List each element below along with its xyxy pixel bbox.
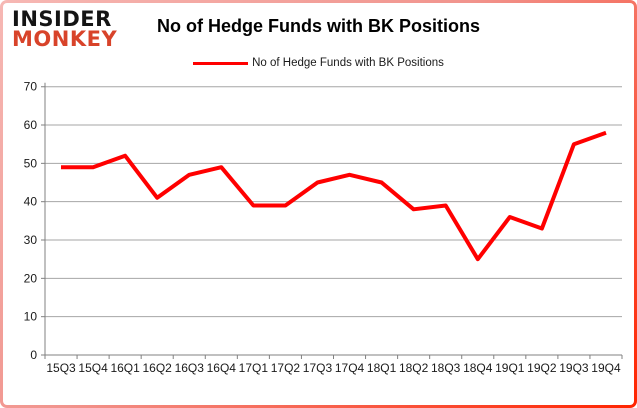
y-tick-label: 40 [24, 195, 38, 209]
y-tick-label: 10 [24, 310, 38, 324]
chart-legend: No of Hedge Funds with BK Positions [0, 57, 637, 69]
x-tick-label: 17Q3 [303, 361, 333, 375]
x-tick-label: 19Q4 [591, 361, 621, 375]
x-tick-label: 18Q3 [431, 361, 461, 375]
x-tick-label: 19Q1 [495, 361, 525, 375]
x-tick-label: 19Q3 [559, 361, 589, 375]
logo-line-insider: INSIDER [12, 7, 112, 31]
legend-label: No of Hedge Funds with BK Positions [252, 57, 444, 69]
x-tick-label: 16Q4 [207, 361, 237, 375]
x-tick-label: 16Q1 [110, 361, 140, 375]
series-line [61, 130, 607, 262]
card-background [3, 3, 634, 405]
x-tick-label: 19Q2 [527, 361, 557, 375]
y-tick-label: 30 [24, 233, 38, 247]
x-tick-label: 18Q1 [367, 361, 397, 375]
x-tick-label: 17Q4 [335, 361, 365, 375]
x-tick-label: 17Q2 [271, 361, 301, 375]
x-tick-label: 18Q4 [463, 361, 493, 375]
y-tick-label: 60 [24, 118, 38, 132]
y-tick-label: 20 [24, 271, 38, 285]
chart-title: No of Hedge Funds with BK Positions [157, 16, 480, 36]
y-tick-label: 0 [30, 348, 37, 362]
x-tick-label: 15Q3 [46, 361, 76, 375]
x-tick-label: 18Q2 [399, 361, 429, 375]
y-tick-label: 70 [24, 80, 38, 94]
y-tick-label: 50 [24, 156, 38, 170]
x-tick-label: 17Q1 [239, 361, 269, 375]
x-tick-label: 16Q2 [143, 361, 173, 375]
x-tick-label: 16Q3 [175, 361, 205, 375]
legend-line-swatch [193, 61, 249, 65]
x-tick-label: 15Q4 [78, 361, 108, 375]
logo-line-monkey: MONKEY [12, 26, 118, 51]
insider-monkey-logo: INSIDER MONKEY [12, 7, 118, 51]
